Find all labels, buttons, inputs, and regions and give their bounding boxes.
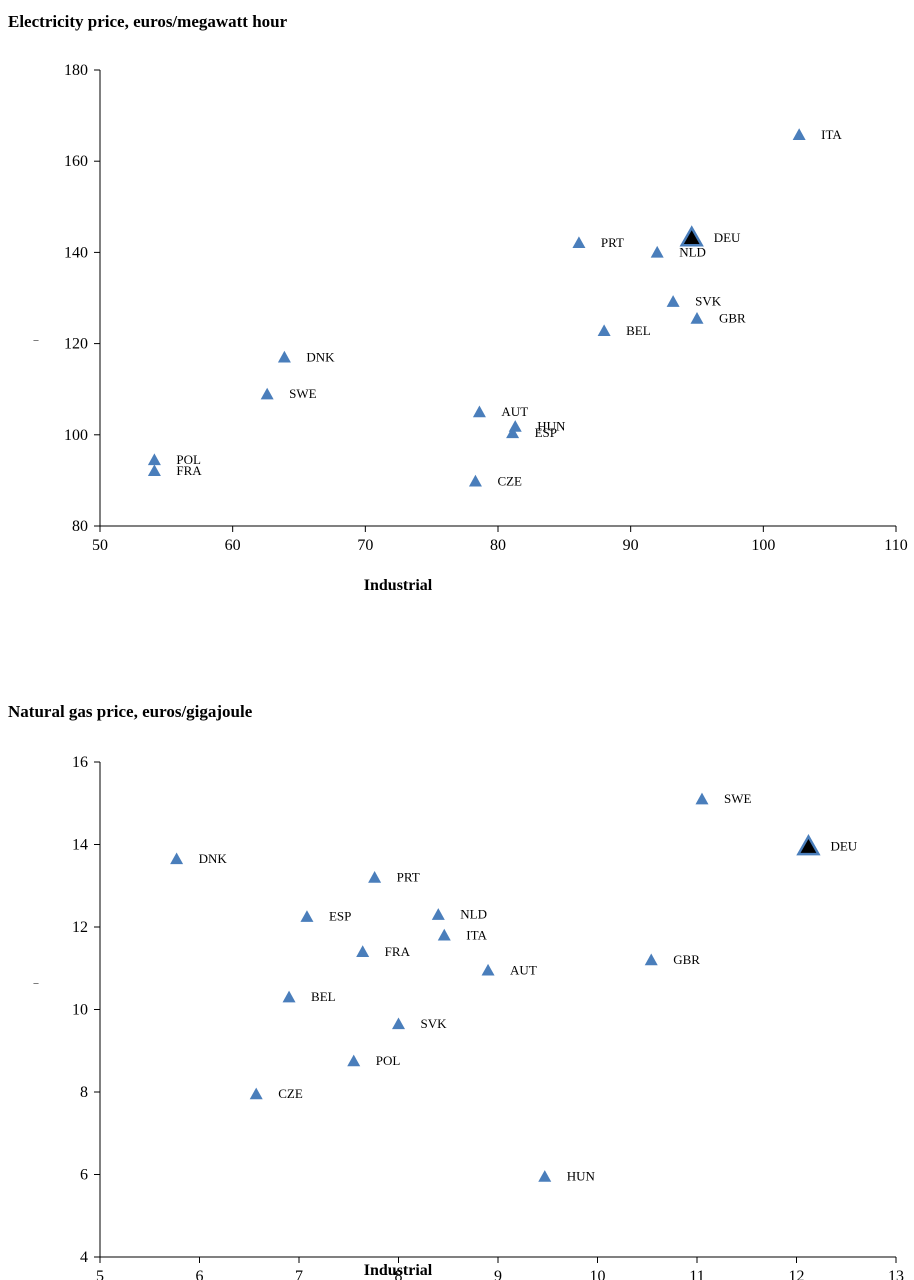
chart-1-point-bel-marker bbox=[597, 324, 611, 337]
chart-2-point-deu-label: DEU bbox=[830, 839, 857, 854]
chart-1-point-cze-label: CZE bbox=[497, 473, 522, 488]
natural-gas-scatter-chart: 4 6 8 10 12 14 16 5 6 7 8 9 10 11 12 13 Industrial – SWE DE… bbox=[33, 754, 905, 1280]
chart-2-x-tick-label: 10 bbox=[590, 1268, 606, 1280]
chart-2-point-prt-label: PRT bbox=[397, 870, 420, 885]
chart-1-point-nld-marker bbox=[650, 245, 664, 258]
chart-2-point-gbr-marker bbox=[644, 953, 658, 966]
chart-2-point-svk-label: SVK bbox=[421, 1016, 448, 1031]
chart-1-y-tick-label: 120 bbox=[64, 336, 88, 353]
chart-1-point-esp-label: ESP bbox=[535, 425, 557, 440]
chart-1-point-pol-label: POL bbox=[176, 452, 201, 467]
chart-2-point-swe-label: SWE bbox=[724, 791, 752, 806]
chart-2-y-axis-title: – bbox=[33, 978, 40, 989]
chart-1-point-deu-label: DEU bbox=[714, 230, 741, 245]
chart-1-point-svk-label: SVK bbox=[695, 294, 722, 309]
chart-2-x-tick-label: 7 bbox=[295, 1268, 303, 1280]
chart-1-point-cze-marker bbox=[468, 474, 482, 487]
chart-2-point-hun-marker bbox=[538, 1170, 552, 1182]
chart-1-point-prt-label: PRT bbox=[601, 235, 624, 250]
chart-2-point-cze-marker bbox=[249, 1087, 263, 1100]
chart-1-point-deu-marker bbox=[679, 225, 704, 247]
chart-2-point-nld-label: NLD bbox=[460, 907, 487, 922]
chart-2-point-prt-marker bbox=[368, 871, 382, 883]
chart-2-y-tick-label: 6 bbox=[80, 1167, 88, 1184]
chart-2-point-dnk-label: DNK bbox=[199, 851, 228, 866]
chart-1-y-tick-label: 100 bbox=[64, 427, 88, 444]
chart-2-point-aut-label: AUT bbox=[510, 962, 537, 977]
chart-1-point-bel-label: BEL bbox=[626, 323, 651, 338]
chart-1-x-tick-label: 80 bbox=[490, 537, 506, 554]
chart-2-point-nld-marker bbox=[431, 908, 445, 920]
chart-1-point-dnk-label: DNK bbox=[306, 349, 335, 364]
chart-2-point-bel-marker bbox=[282, 990, 296, 1003]
chart-1-point-gbr-label: GBR bbox=[719, 311, 746, 326]
chart-1-point-dnk-marker bbox=[277, 350, 291, 363]
electricity-scatter-chart: 80 100 120 140 160 180 50 60 70 80 90 100 110 Industr… bbox=[33, 62, 908, 594]
chart-1-point-svk-marker bbox=[666, 295, 680, 307]
chart-2-point-gbr-label: GBR bbox=[673, 952, 700, 967]
chart-2-x-tick-label: 6 bbox=[196, 1268, 204, 1280]
chart-2-x-tick-label: 13 bbox=[888, 1268, 904, 1280]
chart-2-point-fra-marker bbox=[356, 945, 370, 957]
chart-2-y-tick-label: 12 bbox=[72, 919, 88, 936]
chart-2-point-esp-marker bbox=[300, 910, 314, 922]
chart-1-y-tick-label: 180 bbox=[64, 62, 88, 79]
chart-2-point-ita-marker bbox=[437, 928, 451, 941]
chart-2-point-bel-label: BEL bbox=[311, 989, 336, 1004]
chart-1-x-tick-label: 50 bbox=[92, 537, 108, 554]
chart-2-point-pol-marker bbox=[347, 1054, 361, 1067]
chart-1-x-tick-label: 110 bbox=[884, 537, 907, 554]
chart-2-y-tick-label: 10 bbox=[72, 1002, 88, 1019]
chart-1-point-fra-label: FRA bbox=[176, 463, 202, 478]
chart-2-x-tick-label: 12 bbox=[789, 1268, 805, 1280]
chart-2-x-tick-label: 5 bbox=[96, 1268, 104, 1280]
chart-2-y-tick-label: 16 bbox=[72, 754, 88, 771]
chart-2-y-tick-label: 14 bbox=[72, 837, 88, 854]
chart-2-point-fra-label: FRA bbox=[385, 944, 411, 959]
chart-2-point-pol-label: POL bbox=[376, 1053, 401, 1068]
chart-1-point-nld-label: NLD bbox=[679, 244, 706, 259]
chart-1-point-esp-marker bbox=[506, 426, 520, 439]
chart-1-point-aut-marker bbox=[472, 405, 486, 418]
chart-2-x-axis-title: Industrial bbox=[364, 1262, 433, 1279]
chart-1-point-swe-label: SWE bbox=[289, 386, 317, 401]
chart-2-x-tick-label: 11 bbox=[689, 1268, 704, 1280]
chart-1-point-pol-marker bbox=[147, 453, 161, 466]
chart-1-x-tick-label: 100 bbox=[751, 537, 775, 554]
chart-2-point-svk-marker bbox=[392, 1017, 405, 1030]
chart-1-point-ita-marker bbox=[792, 128, 806, 140]
chart-2-point-hun-label: HUN bbox=[567, 1169, 596, 1184]
chart-1-y-tick-label: 140 bbox=[64, 244, 88, 261]
chart-2-y-tick-label: 8 bbox=[80, 1084, 88, 1101]
chart-2-x-tick-label: 8 bbox=[395, 1268, 403, 1280]
chart-1-point-ita-label: ITA bbox=[821, 127, 842, 142]
chart-2-point-ita-label: ITA bbox=[466, 927, 487, 942]
chart-1-y-tick-label: 160 bbox=[64, 153, 88, 170]
chart-1-x-tick-label: 70 bbox=[357, 537, 373, 554]
chart-1-point-swe-marker bbox=[260, 387, 274, 400]
chart-2-point-swe-marker bbox=[695, 792, 709, 805]
chart-2-point-aut-marker bbox=[481, 963, 495, 976]
chart-1-x-axis-title: Industrial bbox=[364, 577, 433, 594]
chart-2-point-cze-label: CZE bbox=[278, 1086, 303, 1101]
chart-1-point-fra-marker bbox=[147, 464, 161, 477]
chart-2-title: Natural gas price, euros/gigajoule bbox=[8, 702, 253, 721]
chart-1-x-tick-label: 60 bbox=[225, 537, 241, 554]
chart-1-x-tick-label: 90 bbox=[623, 537, 639, 554]
chart-1-point-prt-marker bbox=[572, 236, 586, 249]
chart-1-y-tick-label: 80 bbox=[72, 518, 88, 535]
chart-2-point-deu-marker bbox=[796, 834, 821, 856]
chart-2-point-esp-label: ESP bbox=[329, 909, 351, 924]
chart-1-title: Electricity price, euros/megawatt hour bbox=[8, 12, 288, 31]
chart-2-x-tick-label: 9 bbox=[494, 1268, 502, 1280]
chart-1-point-hun-label: HUN bbox=[537, 419, 566, 434]
chart-2-point-dnk-marker bbox=[170, 852, 184, 865]
chart-1-y-axis-title: – bbox=[33, 335, 40, 346]
chart-1-point-gbr-marker bbox=[690, 312, 704, 324]
chart-1-point-aut-label: AUT bbox=[501, 404, 528, 419]
chart-2-y-tick-label: 4 bbox=[80, 1249, 88, 1266]
